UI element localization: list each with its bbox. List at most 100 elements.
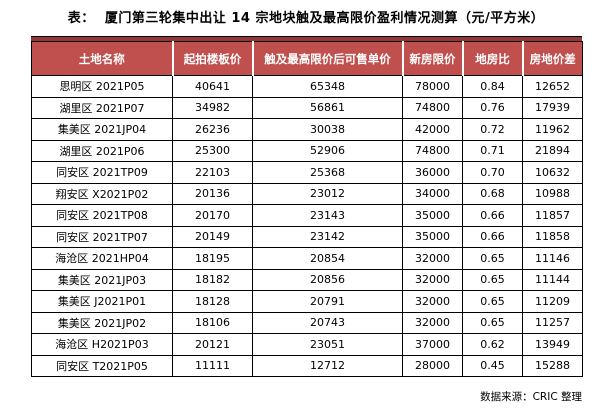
table-cell: 20149 <box>172 225 253 248</box>
header-row: 土地名称 起拍楼板价 触及最高限价后可售单价 新房限价 地房比 房地价差 <box>31 41 583 76</box>
table-cell: 52906 <box>252 139 403 162</box>
table-cell: 35000 <box>402 225 463 248</box>
table-row: 海沧区 H2021P03 20121 23051 37000 0.62 13949 <box>31 333 583 356</box>
table-cell: 思明区 2021P05 <box>31 75 173 98</box>
table-cell: 34982 <box>172 96 253 119</box>
table-cell: 22103 <box>172 161 253 184</box>
table-cell: 23051 <box>252 333 403 356</box>
table-cell: 12652 <box>522 75 583 98</box>
table-cell: 18106 <box>172 311 253 334</box>
table-cell: 11857 <box>522 204 583 227</box>
table-cell: 同安区 2021TP07 <box>31 225 173 248</box>
table-cell: 17939 <box>522 96 583 119</box>
table-cell: 32000 <box>402 247 463 270</box>
column-header: 土地名称 <box>31 41 173 76</box>
land-price-table: 土地名称 起拍楼板价 触及最高限价后可售单价 新房限价 地房比 房地价差 思明区 2021… <box>31 41 583 377</box>
table-row: 思明区 2021P05 40641 65348 78000 0.84 12652 <box>31 75 583 98</box>
table-cell: 0.71 <box>462 139 523 162</box>
table-cell: 23012 <box>252 182 403 205</box>
data-source-note: 数据来源：CRIC 整理 <box>480 391 582 403</box>
table-row: 集美区 2021JP03 18182 20856 32000 0.65 11144 <box>31 268 583 291</box>
table-cell: 26236 <box>172 118 253 141</box>
table-cell: 0.65 <box>462 311 523 334</box>
table-cell: 0.84 <box>462 75 523 98</box>
table-cell: 湖里区 2021P06 <box>31 139 173 162</box>
table-cell: 25368 <box>252 161 403 184</box>
table-cell: 34000 <box>402 182 463 205</box>
table-cell: 20170 <box>172 204 253 227</box>
land-price-table-container: 土地名称 起拍楼板价 触及最高限价后可售单价 新房限价 地房比 房地价差 思明区 2021… <box>31 36 583 377</box>
table-row: 海沧区 2021HP04 18195 20854 32000 0.65 11146 <box>31 247 583 270</box>
table-cell: 20856 <box>252 268 403 291</box>
table-cell: 11858 <box>522 225 583 248</box>
table-cell: 0.66 <box>462 204 523 227</box>
table-row: 集美区 J2021P01 18128 20791 32000 0.65 11209 <box>31 290 583 313</box>
table-cell: 翔安区 X2021P02 <box>31 182 173 205</box>
table-cell: 40641 <box>172 75 253 98</box>
table-row: 集美区 2021JP04 26236 30038 42000 0.72 11962 <box>31 118 583 141</box>
table-top-accent-border <box>31 36 582 41</box>
table-cell: 30038 <box>252 118 403 141</box>
table-cell: 0.65 <box>462 290 523 313</box>
table-cell: 11257 <box>522 311 583 334</box>
table-row: 同安区 2021TP08 20170 23143 35000 0.66 11857 <box>31 204 583 227</box>
table-cell: 20136 <box>172 182 253 205</box>
table-cell: 同安区 T2021P05 <box>31 354 173 377</box>
table-cell: 23143 <box>252 204 403 227</box>
table-cell: 32000 <box>402 290 463 313</box>
table-cell: 74800 <box>402 96 463 119</box>
table-cell: 35000 <box>402 204 463 227</box>
table-cell: 0.65 <box>462 268 523 291</box>
table-cell: 21894 <box>522 139 583 162</box>
table-cell: 集美区 2021JP04 <box>31 118 173 141</box>
table-cell: 13949 <box>522 333 583 356</box>
table-row: 同安区 T2021P05 11111 12712 28000 0.45 15288 <box>31 354 583 377</box>
table-cell: 0.66 <box>462 225 523 248</box>
table-cell: 0.62 <box>462 333 523 356</box>
table-cell: 78000 <box>402 75 463 98</box>
column-header: 起拍楼板价 <box>171 41 253 76</box>
table-cell: 0.45 <box>462 354 523 377</box>
table-cell: 11144 <box>522 268 583 291</box>
table-row: 同安区 2021TP09 22103 25368 36000 0.70 10632 <box>31 161 583 184</box>
table-cell: 0.76 <box>462 96 523 119</box>
table-cell: 32000 <box>402 311 463 334</box>
table-title: 表： 厦门第三轮集中出让 14 宗地块触及最高限价盈利情况测算（元/平方米） <box>67 11 545 26</box>
table-cell: 集美区 2021JP02 <box>31 311 173 334</box>
table-cell: 集美区 J2021P01 <box>31 290 173 313</box>
table-cell: 20743 <box>252 311 403 334</box>
table-cell: 12712 <box>252 354 403 377</box>
table-cell: 11209 <box>522 290 583 313</box>
table-cell: 23142 <box>252 225 403 248</box>
table-cell: 11962 <box>522 118 583 141</box>
table-cell: 10632 <box>522 161 583 184</box>
table-cell: 37000 <box>402 333 463 356</box>
table-cell: 集美区 2021JP03 <box>31 268 173 291</box>
column-header: 地房比 <box>461 41 523 76</box>
table-row: 集美区 2021JP02 18106 20743 32000 0.65 11257 <box>31 311 583 334</box>
table-cell: 20791 <box>252 290 403 313</box>
table-row: 同安区 2021TP07 20149 23142 35000 0.66 11858 <box>31 225 583 248</box>
table-cell: 湖里区 2021P07 <box>31 96 173 119</box>
table-cell: 0.72 <box>462 118 523 141</box>
table-cell: 74800 <box>402 139 463 162</box>
table-cell: 同安区 2021TP08 <box>31 204 173 227</box>
table-cell: 32000 <box>402 268 463 291</box>
table-row: 湖里区 2021P06 25300 52906 74800 0.71 21894 <box>31 139 583 162</box>
table-cell: 20121 <box>172 333 253 356</box>
table-cell: 42000 <box>402 118 463 141</box>
table-cell: 18195 <box>172 247 253 270</box>
table-cell: 36000 <box>402 161 463 184</box>
table-cell: 11146 <box>522 247 583 270</box>
table-cell: 15288 <box>522 354 583 377</box>
table-cell: 0.68 <box>462 182 523 205</box>
table-cell: 28000 <box>402 354 463 377</box>
table-cell: 20854 <box>252 247 403 270</box>
table-cell: 56861 <box>252 96 403 119</box>
table-cell: 18128 <box>172 290 253 313</box>
table-row: 翔安区 X2021P02 20136 23012 34000 0.68 10988 <box>31 182 583 205</box>
column-header: 触及最高限价后可售单价 <box>251 41 403 76</box>
table-cell: 10988 <box>522 182 583 205</box>
table-cell: 海沧区 2021HP04 <box>31 247 173 270</box>
